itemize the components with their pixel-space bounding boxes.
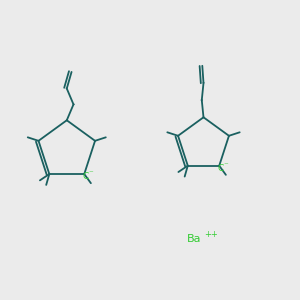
Text: ⁻: ⁻ xyxy=(88,169,93,178)
Text: ⁻: ⁻ xyxy=(224,161,228,170)
Text: C: C xyxy=(218,164,224,172)
Text: ++: ++ xyxy=(204,230,218,239)
Text: C: C xyxy=(83,172,89,181)
Text: Ba: Ba xyxy=(187,234,202,244)
